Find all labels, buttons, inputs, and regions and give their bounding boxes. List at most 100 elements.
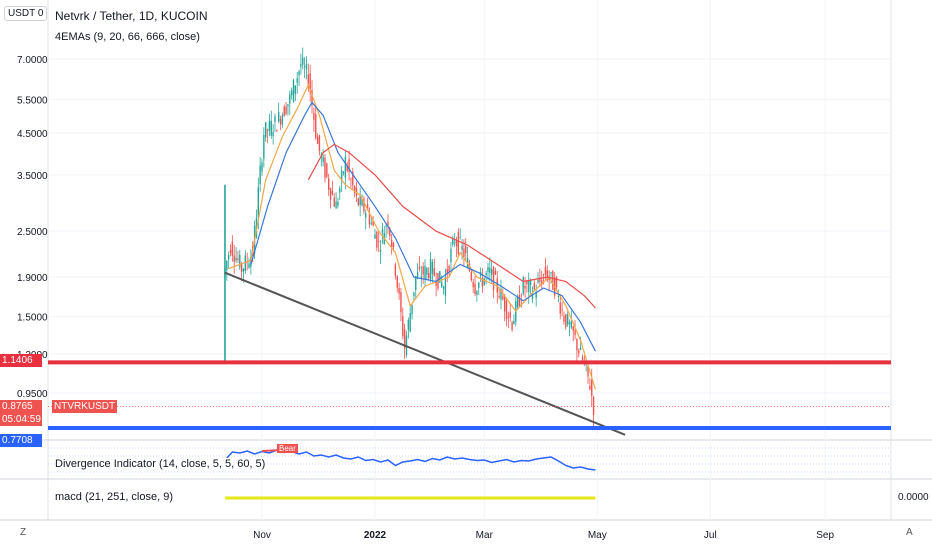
candle-body	[524, 285, 526, 289]
candle-body	[272, 132, 274, 137]
candle-body	[357, 198, 360, 205]
candle-body	[368, 212, 371, 225]
upper-level-price-label: 1.1406	[0, 354, 42, 367]
candle-body	[350, 178, 352, 180]
candle-body	[513, 320, 515, 325]
candle-body	[433, 268, 435, 276]
candle-body	[227, 254, 230, 260]
candle-body	[279, 118, 282, 125]
chart-title: Netvrk / Tether, 1D, KUCOIN	[55, 9, 208, 23]
candle-body	[226, 260, 228, 271]
candle-body	[442, 286, 445, 289]
candle-body	[394, 264, 397, 276]
candle-body	[420, 276, 423, 279]
a-button[interactable]: A	[906, 527, 913, 538]
candle-body	[303, 66, 306, 68]
candle-body	[565, 314, 567, 328]
candle-body	[277, 112, 280, 122]
candle-body	[511, 322, 513, 330]
candle-body	[300, 63, 302, 67]
candle-body	[240, 263, 243, 272]
candle-body	[428, 273, 430, 278]
candle-body	[416, 271, 419, 279]
macd-pane-title[interactable]: macd (21, 251, close, 9)	[55, 491, 174, 503]
candle-body	[337, 201, 339, 206]
candle-body	[539, 277, 541, 282]
candle-body	[403, 329, 406, 349]
bear-badge: Bear	[277, 444, 298, 453]
candle-body	[274, 116, 276, 122]
candle-body	[459, 237, 461, 238]
candle-body	[322, 156, 324, 162]
candle-body	[579, 347, 582, 351]
candle-body	[566, 314, 569, 325]
candle-body	[361, 199, 363, 206]
y-tick-label-4: 2.5000	[17, 227, 48, 238]
candle-body	[261, 162, 263, 172]
candle-body	[302, 57, 304, 65]
candle-body	[263, 135, 265, 159]
candle-body	[290, 90, 293, 95]
candle-body	[435, 280, 437, 286]
divergence-pane-title[interactable]: Divergence Indicator (14, close, 5, 5, 6…	[55, 458, 266, 470]
candle-body	[431, 262, 434, 274]
candle-body	[542, 274, 545, 276]
y-tick-label-8: 0.9500	[17, 389, 48, 400]
y-tick-label-5: 1.9000	[17, 273, 48, 284]
candle-body	[494, 270, 497, 275]
candle-body	[402, 316, 404, 337]
candle-body	[546, 270, 548, 281]
candle-body	[259, 165, 261, 185]
candle-body	[339, 188, 341, 193]
candle-body	[378, 241, 380, 242]
candle-body	[478, 282, 480, 288]
candle-body	[465, 245, 467, 254]
candle-body	[309, 73, 311, 93]
candle-body	[231, 241, 234, 256]
candle-body	[505, 301, 508, 319]
candle-body	[483, 278, 485, 285]
candle-body	[498, 296, 500, 298]
candle-body	[535, 291, 537, 299]
candle-body	[307, 74, 310, 86]
candle-body	[426, 268, 428, 275]
candle-body	[581, 357, 584, 361]
candle-body	[544, 267, 547, 275]
candle-body	[591, 379, 593, 396]
candle-body	[533, 282, 536, 290]
candle-body	[324, 157, 326, 178]
candle-body	[576, 339, 578, 351]
candle-body	[268, 120, 271, 131]
x-tick-label-4: Jul	[704, 530, 717, 541]
currency-button[interactable]: USDT 0	[4, 6, 48, 21]
macd-value: 0.0000	[898, 492, 929, 503]
descending-trendline	[224, 271, 626, 436]
candle-body	[353, 186, 356, 193]
candle-body	[235, 257, 237, 261]
candle-body	[555, 277, 558, 288]
candle-body	[448, 265, 450, 272]
candle-body	[327, 178, 330, 190]
candle-body	[298, 71, 300, 76]
candle-body	[390, 239, 393, 249]
candle-body	[229, 249, 232, 254]
candle-body	[557, 295, 560, 297]
candle-body	[455, 240, 458, 246]
ema-line-0	[228, 83, 596, 390]
y-tick-label-1: 5.5000	[17, 95, 48, 106]
candle-body	[559, 302, 561, 314]
candle-body	[422, 266, 424, 275]
y-tick-label-3: 3.5000	[17, 171, 48, 182]
candle-body	[335, 201, 337, 209]
candle-body	[520, 299, 523, 301]
candle-body	[398, 287, 400, 294]
z-button[interactable]: Z	[20, 527, 27, 538]
candle-body	[522, 277, 524, 294]
candle-body	[305, 63, 308, 70]
candle-body	[550, 272, 552, 274]
ema-indicator-label[interactable]: 4EMAs (9, 20, 66, 666, close)	[55, 31, 200, 43]
candle-body	[396, 276, 398, 288]
candle-body	[318, 135, 321, 151]
candle-body	[344, 156, 347, 178]
